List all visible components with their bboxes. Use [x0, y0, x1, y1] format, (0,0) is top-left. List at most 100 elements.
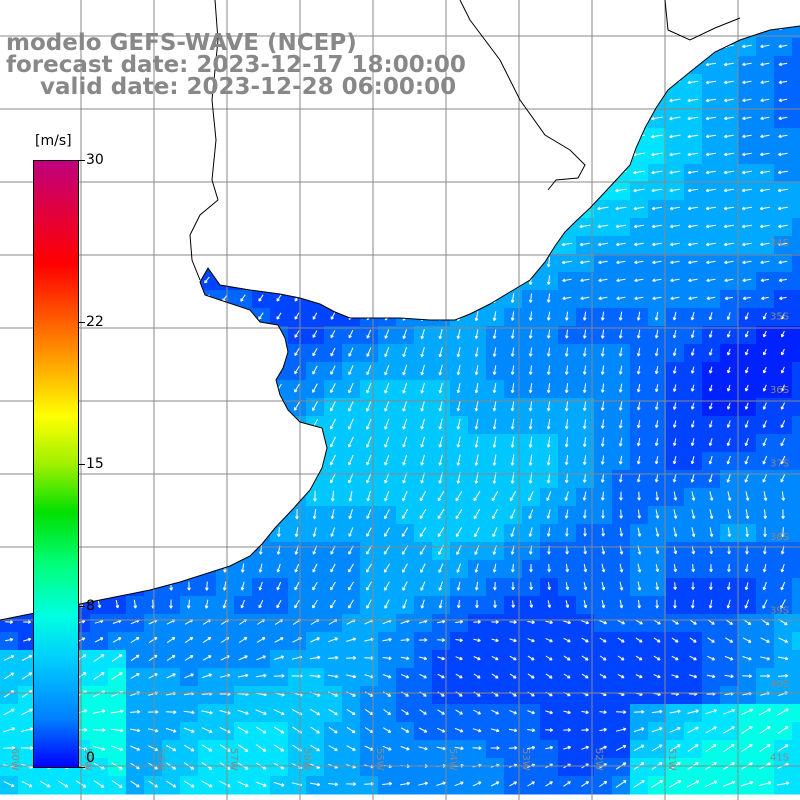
wind-cell — [576, 686, 595, 705]
wind-arrow — [547, 563, 551, 573]
wind-arrow — [39, 780, 51, 788]
wind-cell — [774, 200, 793, 219]
wind-cell — [666, 344, 685, 363]
wind-arrow — [111, 672, 123, 680]
wind-arrow — [92, 728, 106, 733]
wind-arrow — [328, 726, 338, 734]
wind-cell — [252, 290, 271, 309]
wind-cell — [774, 308, 793, 327]
wind-arrow — [690, 599, 695, 609]
wind-cell — [306, 704, 325, 723]
wind-cell — [252, 614, 271, 633]
wind-cell — [414, 668, 433, 687]
wind-arrow — [240, 599, 245, 609]
wind-arrow — [420, 329, 425, 340]
wind-cell — [720, 740, 739, 759]
wind-cell — [522, 506, 541, 525]
wind-arrow — [615, 242, 626, 247]
land-area — [0, 0, 800, 620]
wind-arrow — [762, 402, 767, 410]
wind-cell — [288, 758, 307, 777]
wind-cell — [738, 596, 757, 615]
wind-cell — [198, 758, 217, 777]
wind-cell — [216, 668, 235, 687]
wind-cell — [486, 668, 505, 687]
wind-cell — [684, 326, 703, 345]
wind-cell — [738, 128, 757, 147]
wind-cell — [684, 290, 703, 309]
wind-arrow — [618, 329, 623, 339]
wind-cell — [612, 290, 631, 309]
wind-arrow — [472, 746, 482, 751]
wind-cell — [324, 668, 343, 687]
wind-arrow — [365, 563, 373, 573]
wind-arrow — [148, 780, 158, 788]
wind-cell — [108, 668, 127, 687]
wind-cell — [414, 326, 433, 345]
wind-arrow — [454, 746, 464, 751]
wind-arrow — [402, 346, 408, 358]
wind-arrow — [726, 348, 731, 356]
wind-arrow — [725, 637, 734, 643]
wind-cell — [774, 182, 793, 201]
wind-arrow — [474, 418, 479, 430]
colorbar-tick-label: 30 — [86, 152, 104, 168]
wind-cell — [720, 722, 739, 741]
wind-cell — [432, 488, 451, 507]
wind-arrow — [402, 563, 408, 573]
wind-arrow — [384, 382, 390, 394]
wind-arrow — [456, 563, 462, 573]
wind-cell — [18, 704, 37, 723]
wind-arrow — [455, 709, 463, 715]
wind-arrow — [418, 638, 428, 642]
wind-cell — [288, 542, 307, 561]
wind-arrow — [651, 170, 663, 175]
wind-cell — [630, 290, 649, 309]
wind-cell — [630, 254, 649, 273]
wind-cell — [108, 704, 127, 723]
wind-arrow — [687, 152, 699, 157]
wind-cell — [180, 740, 199, 759]
wind-cell — [216, 704, 235, 723]
wind-cell — [738, 236, 757, 255]
wind-cell — [414, 758, 433, 777]
wind-cell — [90, 686, 109, 705]
wind-cell — [558, 686, 577, 705]
wind-arrow — [654, 329, 659, 339]
wind-cell — [486, 542, 505, 561]
wind-arrow — [276, 527, 281, 537]
wind-arrow — [509, 781, 518, 787]
wind-arrow — [777, 170, 788, 175]
wind-arrow — [619, 491, 623, 501]
wind-arrow — [201, 710, 213, 715]
wind-cell — [342, 344, 361, 363]
wind-arrow — [348, 599, 354, 609]
wind-arrow — [348, 382, 354, 394]
wind-arrow — [709, 564, 713, 573]
wind-arrow — [760, 134, 770, 139]
wind-cell — [702, 668, 721, 687]
wind-arrow — [600, 383, 605, 393]
longitude-label: 58W — [155, 748, 166, 771]
wind-cell — [666, 416, 685, 435]
wind-arrow — [474, 581, 479, 591]
wind-arrow — [635, 674, 643, 679]
latitude-label: 35S — [770, 312, 789, 323]
wind-cell — [504, 668, 523, 687]
wind-arrow — [312, 330, 318, 338]
wind-cell — [702, 758, 721, 777]
wind-cell — [792, 362, 800, 381]
wind-cell — [288, 722, 307, 741]
wind-arrow — [709, 509, 714, 520]
wind-arrow — [310, 744, 320, 752]
wind-arrow — [742, 260, 752, 265]
wind-arrow — [633, 780, 645, 788]
wind-arrow — [527, 620, 535, 625]
wind-arrow — [384, 581, 390, 591]
wind-arrow — [633, 206, 645, 211]
wind-arrow — [687, 134, 699, 139]
wind-arrow — [741, 744, 753, 752]
wind-cell — [450, 650, 469, 669]
wind-cell — [342, 506, 361, 525]
wind-arrow — [511, 600, 516, 608]
